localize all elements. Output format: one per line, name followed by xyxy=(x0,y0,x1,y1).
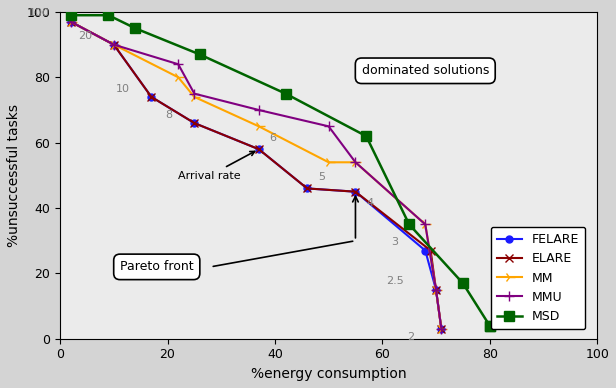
Line: MM: MM xyxy=(65,16,447,334)
Text: 4: 4 xyxy=(366,198,373,208)
MMU xyxy=(255,107,262,112)
X-axis label: %energy consumption: %energy consumption xyxy=(251,367,407,381)
MSD xyxy=(132,26,139,31)
FELARE xyxy=(352,189,359,194)
Text: 10: 10 xyxy=(116,84,130,94)
MMU xyxy=(67,19,75,24)
Text: 5: 5 xyxy=(318,172,325,182)
MM xyxy=(432,288,440,292)
FELARE xyxy=(191,121,198,125)
MMU xyxy=(110,42,118,47)
MSD xyxy=(105,13,112,17)
MSD xyxy=(459,281,466,286)
ELARE xyxy=(148,95,155,99)
MMU xyxy=(432,288,440,292)
MSD xyxy=(486,323,493,328)
Text: 2: 2 xyxy=(407,332,415,342)
MMU xyxy=(325,124,332,129)
MM xyxy=(325,160,332,165)
FELARE xyxy=(432,288,440,292)
Text: Pareto front: Pareto front xyxy=(120,260,193,274)
MMU xyxy=(352,160,359,165)
MM xyxy=(421,222,429,227)
MM xyxy=(352,160,359,165)
MMU xyxy=(438,327,445,331)
MSD xyxy=(282,91,290,96)
MSD xyxy=(67,13,75,17)
FELARE xyxy=(148,95,155,99)
Text: 6: 6 xyxy=(270,133,277,143)
Text: 8: 8 xyxy=(166,110,173,120)
Line: MMU: MMU xyxy=(66,17,446,334)
MM xyxy=(191,95,198,99)
FELARE xyxy=(304,186,311,191)
MM xyxy=(67,19,75,24)
MSD xyxy=(196,52,203,57)
MM xyxy=(110,42,118,47)
ELARE xyxy=(255,147,262,152)
ELARE xyxy=(438,327,445,331)
ELARE xyxy=(191,121,198,125)
MMU xyxy=(421,222,429,227)
Legend: FELARE, ELARE, MM, MMU, MSD: FELARE, ELARE, MM, MMU, MSD xyxy=(490,227,585,329)
FELARE xyxy=(421,248,429,253)
Text: dominated solutions: dominated solutions xyxy=(362,64,489,77)
ELARE xyxy=(67,19,75,24)
Line: ELARE: ELARE xyxy=(67,17,445,333)
MSD xyxy=(362,134,370,139)
MMU xyxy=(191,91,198,96)
ELARE xyxy=(427,248,434,253)
Y-axis label: %unsuccessful tasks: %unsuccessful tasks xyxy=(7,104,21,247)
MMU xyxy=(174,62,182,67)
ELARE xyxy=(110,42,118,47)
ELARE xyxy=(352,189,359,194)
ELARE xyxy=(432,288,440,292)
Line: FELARE: FELARE xyxy=(67,18,445,333)
MM xyxy=(174,75,182,80)
Text: 20: 20 xyxy=(78,31,92,42)
ELARE xyxy=(304,186,311,191)
Line: MSD: MSD xyxy=(66,10,495,331)
FELARE xyxy=(67,19,75,24)
FELARE xyxy=(255,147,262,152)
Text: 100: 100 xyxy=(28,9,49,19)
MM xyxy=(255,124,262,129)
FELARE xyxy=(110,42,118,47)
MSD xyxy=(405,222,413,227)
FELARE xyxy=(438,327,445,331)
Text: 2.5: 2.5 xyxy=(386,277,404,286)
Text: 3: 3 xyxy=(391,237,399,247)
Text: Arrival rate: Arrival rate xyxy=(178,151,254,181)
MM xyxy=(438,327,445,331)
MSD xyxy=(486,323,493,328)
